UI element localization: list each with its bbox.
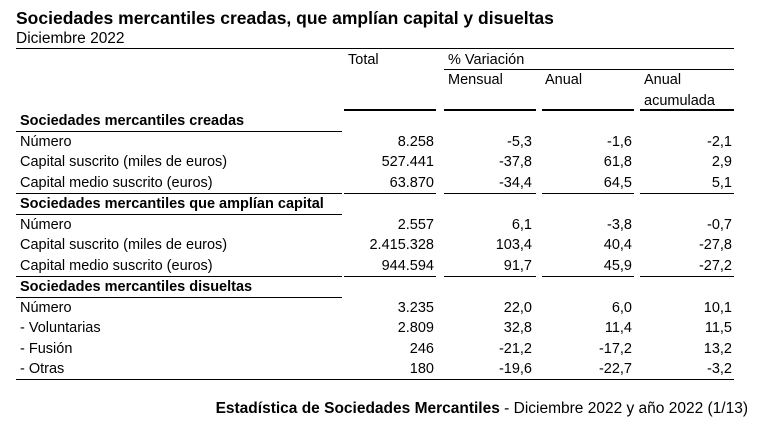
cell-mensual: 91,7 <box>503 258 532 274</box>
header-anual-acumulada-2: acumulada <box>644 93 715 109</box>
cell-anual: 40,4 <box>603 237 632 253</box>
section-rule-creadas <box>16 131 342 132</box>
cell-mensual: -34,4 <box>498 175 532 191</box>
header-rule-anual <box>542 109 634 111</box>
variacion-underline <box>444 69 734 70</box>
cell-mensual: -37,8 <box>498 154 532 170</box>
cell-anual: -17,2 <box>598 341 632 357</box>
row-label: Capital suscrito (miles de euros) <box>20 237 228 253</box>
row-rule <box>640 276 734 277</box>
header-rule-total <box>344 109 436 111</box>
footer-source-bold: Estadística de Sociedades Mercantiles <box>215 400 500 417</box>
cell-total: 63.870 <box>389 175 434 191</box>
header-rule-mensual <box>444 109 536 111</box>
cell-total: 2.415.328 <box>369 237 434 253</box>
cell-total: 2.809 <box>397 320 434 336</box>
row-label: Capital medio suscrito (euros) <box>20 258 213 274</box>
header-total: Total <box>348 52 379 68</box>
cell-total: 8.258 <box>397 134 434 150</box>
cell-total: 3.235 <box>397 300 434 316</box>
row-rule <box>444 276 536 277</box>
header-mensual: Mensual <box>448 72 503 88</box>
page-title: Sociedades mercantiles creadas, que ampl… <box>16 8 554 28</box>
cell-acumulada: 2,9 <box>711 154 732 170</box>
cell-anual: 64,5 <box>603 175 632 191</box>
row-rule <box>542 193 634 194</box>
cell-acumulada: -2,1 <box>707 134 732 150</box>
section-label-disueltas: Sociedades mercantiles disueltas <box>20 279 253 295</box>
cell-acumulada: 11,5 <box>704 320 732 336</box>
row-rule <box>344 276 436 277</box>
cell-mensual: -5,3 <box>507 134 532 150</box>
cell-total: 527.441 <box>381 154 434 170</box>
row-label: - Otras <box>20 361 65 377</box>
row-rule <box>344 193 436 194</box>
header-rule-acumulada <box>640 109 734 111</box>
cell-total: 180 <box>409 361 434 377</box>
table-bottom-rule <box>16 379 734 380</box>
cell-total: 944.594 <box>381 258 434 274</box>
row-label: Número <box>20 134 72 150</box>
cell-acumulada: 13,2 <box>703 341 732 357</box>
footer-source-rest: - Diciembre 2022 y año 2022 (1/13) <box>499 400 748 417</box>
cell-anual: -1,6 <box>607 134 632 150</box>
cell-anual: 6,0 <box>611 300 632 316</box>
row-rule <box>16 193 342 194</box>
cell-mensual: 103,4 <box>495 237 532 253</box>
cell-total: 2.557 <box>397 217 434 233</box>
cell-acumulada: -27,2 <box>698 258 732 274</box>
cell-acumulada: 5,1 <box>711 175 732 191</box>
row-label: Capital suscrito (miles de euros) <box>20 154 228 170</box>
cell-mensual: -19,6 <box>498 361 532 377</box>
header-variacion: % Variación <box>448 52 525 68</box>
section-label-amplian: Sociedades mercantiles que amplían capit… <box>20 196 324 212</box>
row-rule <box>16 276 342 277</box>
footer-source: Estadística de Sociedades Mercantiles - … <box>216 400 748 418</box>
page-subtitle: Diciembre 2022 <box>16 30 125 47</box>
row-rule <box>640 193 734 194</box>
row-label: Número <box>20 217 72 233</box>
row-label: - Fusión <box>20 341 73 357</box>
row-label: Número <box>20 300 72 316</box>
section-rule-amplian <box>16 214 342 215</box>
row-label: - Voluntarias <box>20 320 101 336</box>
cell-anual: 61,8 <box>603 154 632 170</box>
cell-acumulada: -3,2 <box>707 361 732 377</box>
row-label: Capital medio suscrito (euros) <box>20 175 213 191</box>
cell-acumulada: -27,8 <box>698 237 732 253</box>
cell-acumulada: -0,7 <box>707 217 732 233</box>
cell-acumulada: 10,1 <box>703 300 732 316</box>
row-rule <box>542 276 634 277</box>
header-anual-acumulada-1: Anual <box>644 72 682 88</box>
cell-anual: -3,8 <box>607 217 632 233</box>
cell-mensual: 22,0 <box>503 300 532 316</box>
cell-anual: -22,7 <box>598 361 632 377</box>
row-rule <box>444 193 536 194</box>
section-label-creadas: Sociedades mercantiles creadas <box>20 113 245 129</box>
table-top-rule <box>16 48 734 49</box>
header-anual: Anual <box>545 72 583 88</box>
cell-mensual: -21,2 <box>498 341 532 357</box>
cell-mensual: 6,1 <box>511 217 532 233</box>
cell-mensual: 32,8 <box>503 320 532 336</box>
cell-anual: 11,4 <box>604 320 632 336</box>
cell-anual: 45,9 <box>603 258 632 274</box>
section-rule-disueltas <box>16 297 342 298</box>
cell-total: 246 <box>409 341 434 357</box>
